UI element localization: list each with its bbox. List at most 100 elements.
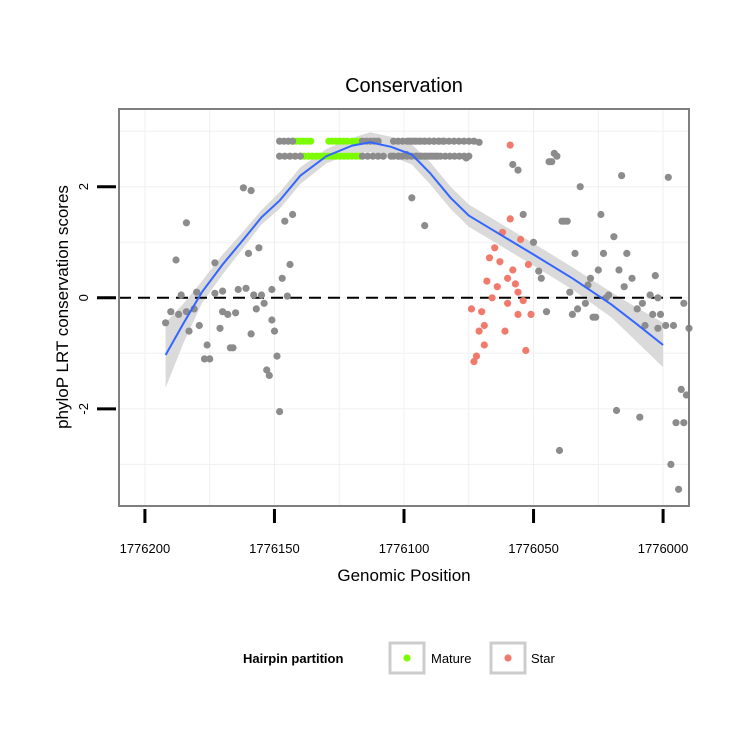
point-other-59 bbox=[542, 308, 551, 316]
point-other-24 bbox=[239, 184, 247, 192]
point-other-10 bbox=[195, 321, 203, 330]
point-star-24 bbox=[522, 346, 530, 355]
point-other-band5-4 bbox=[296, 152, 304, 160]
point-other-44 bbox=[286, 260, 294, 269]
point-other-45 bbox=[289, 210, 297, 219]
point-other-band10-2 bbox=[415, 137, 423, 145]
point-other-100 bbox=[662, 321, 670, 330]
point-other-30 bbox=[252, 305, 260, 313]
point-other-79 bbox=[597, 210, 605, 219]
point-other-13 bbox=[206, 355, 214, 363]
point-star-4 bbox=[478, 308, 486, 316]
point-other-97 bbox=[654, 294, 662, 302]
point-star-27 bbox=[506, 141, 514, 149]
point-other-0 bbox=[162, 319, 170, 327]
point-other-37 bbox=[268, 285, 276, 294]
point-star-0 bbox=[467, 305, 475, 313]
point-other-105 bbox=[675, 485, 683, 493]
point-other-72 bbox=[576, 183, 584, 191]
point-other-64 bbox=[555, 446, 564, 455]
point-other-52 bbox=[475, 138, 483, 146]
point-star-3 bbox=[475, 327, 483, 335]
point-star-20 bbox=[514, 310, 522, 318]
point-other-99 bbox=[656, 310, 665, 318]
smooth-trend-line bbox=[164, 141, 664, 356]
point-other-83 bbox=[610, 233, 618, 241]
point-other-32 bbox=[257, 291, 266, 299]
y-axis-label: phyloP LRT conservation scores bbox=[53, 185, 72, 429]
point-other-band10-3 bbox=[420, 137, 428, 145]
point-other-21 bbox=[229, 344, 237, 352]
point-other-band10-4 bbox=[425, 137, 433, 145]
point-other-87 bbox=[620, 283, 628, 291]
legend-dot-mature bbox=[403, 654, 411, 662]
x-tick-label-0: 1776200 bbox=[120, 541, 171, 556]
chart-title: Conservation bbox=[345, 75, 463, 97]
point-other-42 bbox=[281, 217, 289, 225]
point-other-56 bbox=[529, 238, 538, 246]
point-other-band5-1 bbox=[281, 152, 289, 160]
point-other-63 bbox=[553, 152, 561, 160]
point-other-103 bbox=[669, 321, 678, 330]
loess-line bbox=[164, 141, 664, 356]
x-axis-label: Genomic Position bbox=[337, 566, 470, 585]
point-other-14 bbox=[211, 289, 219, 297]
point-star-7 bbox=[483, 277, 491, 285]
point-other-band10-12 bbox=[465, 137, 473, 145]
point-star-11 bbox=[493, 283, 501, 291]
point-other-7 bbox=[185, 327, 193, 335]
point-other-75 bbox=[586, 274, 595, 282]
point-other-band5-0 bbox=[276, 152, 284, 160]
point-other-82 bbox=[605, 291, 613, 299]
point-star-15 bbox=[504, 299, 512, 307]
point-other-106 bbox=[677, 385, 685, 393]
point-other-50 bbox=[421, 222, 429, 230]
point-star-5 bbox=[480, 321, 488, 330]
point-star-25 bbox=[524, 260, 533, 269]
point-other-43 bbox=[283, 292, 291, 300]
x-tick-label-4: 1776000 bbox=[638, 541, 689, 556]
point-star-2 bbox=[472, 352, 481, 360]
point-star-9 bbox=[488, 294, 496, 302]
point-other-57 bbox=[535, 267, 543, 275]
point-other-band10-11 bbox=[460, 137, 468, 145]
point-other-31 bbox=[255, 244, 263, 252]
point-star-14 bbox=[501, 327, 509, 335]
point-other-92 bbox=[638, 299, 647, 307]
grid-lines bbox=[119, 109, 689, 506]
point-other-49 bbox=[408, 194, 416, 202]
point-other-4 bbox=[177, 291, 185, 299]
y-tick-label-2: -2 bbox=[76, 403, 91, 415]
point-star-6 bbox=[480, 341, 488, 349]
legend-key-mature bbox=[388, 641, 426, 675]
legend-label-star: Star bbox=[531, 651, 556, 666]
x-axis-ticks: 1776200 1776150 1776100 1776050 1776000 bbox=[120, 509, 689, 556]
point-mature-band0-5 bbox=[307, 137, 315, 145]
point-other-107 bbox=[680, 299, 688, 307]
point-other-71 bbox=[574, 305, 582, 313]
point-other-29 bbox=[250, 291, 258, 299]
point-other-108 bbox=[680, 419, 688, 427]
point-other-band7-2 bbox=[369, 152, 377, 160]
point-other-73 bbox=[581, 299, 590, 307]
legend: Hairpin partition Mature Star bbox=[243, 641, 556, 675]
x-tick-label-1: 1776150 bbox=[249, 541, 300, 556]
point-other-39 bbox=[273, 352, 281, 360]
point-star-21 bbox=[514, 288, 522, 296]
point-other-27 bbox=[247, 187, 255, 195]
point-other-28 bbox=[247, 330, 255, 338]
point-other-101 bbox=[664, 173, 672, 181]
point-other-104 bbox=[672, 419, 680, 427]
point-star-12 bbox=[496, 258, 504, 266]
point-other-18 bbox=[219, 287, 227, 295]
point-other-54 bbox=[514, 166, 522, 174]
point-other-26 bbox=[244, 249, 253, 257]
y-tick-label-1: 0 bbox=[76, 294, 91, 301]
point-other-78 bbox=[594, 266, 602, 274]
point-other-96 bbox=[651, 272, 659, 280]
legend-key-star bbox=[489, 641, 527, 675]
y-tick-label-0: 2 bbox=[76, 183, 91, 190]
point-other-94 bbox=[646, 291, 654, 299]
point-other-band10-5 bbox=[430, 137, 438, 145]
